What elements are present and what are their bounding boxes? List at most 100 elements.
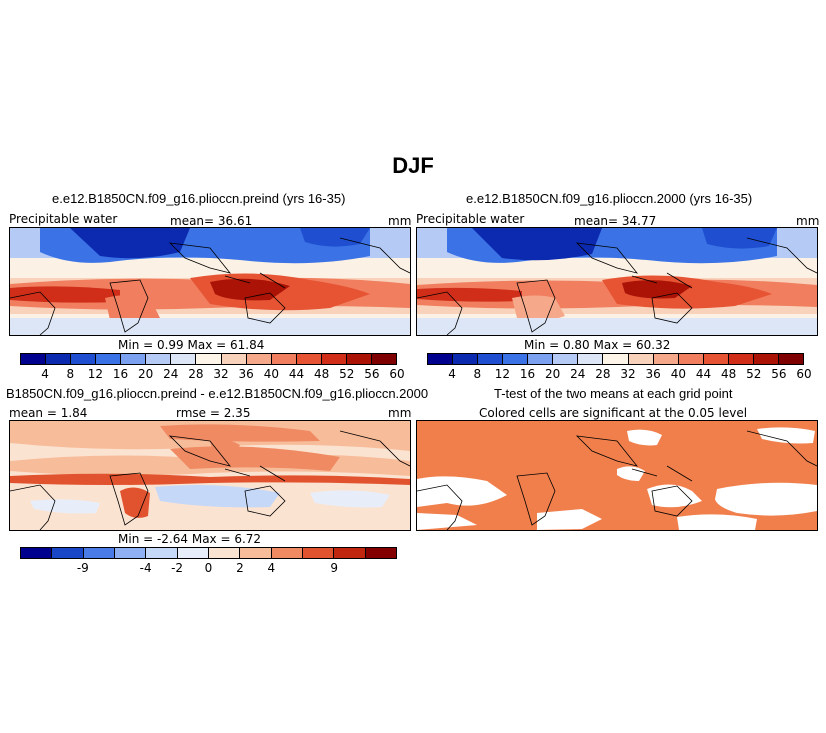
- figure-title: DJF: [392, 153, 434, 178]
- diff-colorbar-swatch: [271, 548, 303, 558]
- diff-colorbar-swatch: [177, 548, 209, 558]
- diff-colorbar-swatch: [114, 548, 147, 558]
- preind-colorbar-tick-label: 12: [87, 367, 104, 381]
- diff-colorbar-tick-label: 9: [330, 561, 338, 575]
- preind-colorbar-swatch: [146, 354, 172, 364]
- diff-colorbar-tick-label: -9: [76, 561, 89, 575]
- preind-colorbar-swatch: [171, 354, 197, 364]
- pi2000-units-label: mm: [796, 214, 820, 228]
- preind-map-field: [10, 228, 410, 335]
- pi2000-colorbar: 4 8 12 16 20 24 28 32 36 40 44 48 52 56 60: [427, 353, 812, 381]
- preind-colorbar: 4 8 12 16 20 24 28 32 36 40 44 48 52 56 60: [20, 353, 405, 381]
- preind-variable-label: Precipitable water: [9, 212, 118, 226]
- pi2000-colorbar-tick-label: 40: [670, 367, 686, 381]
- diff-colorbar-swatch: [334, 548, 366, 558]
- preind-colorbar-swatch: [321, 354, 347, 364]
- pi2000-colorbar-swatch: [678, 354, 704, 364]
- pi2000-colorbar-swatch: [428, 354, 454, 364]
- preind-colorbar-swatch: [71, 354, 97, 364]
- pi2000-colorbar-swatch: [778, 354, 803, 364]
- pi2000-map-field: [417, 228, 817, 335]
- preind-mean-label: mean= 36.61: [170, 214, 253, 228]
- diff-minmax: Min = -2.64 Max = 6.72: [118, 532, 262, 546]
- diff-colorbar-swatch: [365, 548, 396, 558]
- preind-colorbar-swatch: [21, 354, 47, 364]
- pi2000-colorbar-tick-label: 16: [519, 367, 536, 381]
- diff-colorbar-tick-label: -4: [139, 561, 152, 575]
- diff-colorbar-swatch: [208, 548, 241, 558]
- preind-colorbar-swatch: [196, 354, 222, 364]
- diff-colorbar-tick-label: -2: [171, 561, 184, 575]
- pi2000-colorbar-tick-label: 28: [595, 367, 611, 381]
- preind-colorbar-swatch: [271, 354, 297, 364]
- preind-colorbar-swatch: [296, 354, 322, 364]
- preind-colorbar-tick-label: 16: [112, 367, 129, 381]
- pi2000-colorbar-swatch: [578, 354, 604, 364]
- preind-colorbar-tick-label: 60: [389, 367, 405, 381]
- diff-rmse-label: rmse = 2.35: [176, 406, 251, 420]
- pi2000-colorbar-tick-label: 60: [796, 367, 812, 381]
- preind-panel-title: e.e12.B1850CN.f09_g16.plioccn.preind (yr…: [52, 191, 346, 206]
- diff-units-label: mm: [388, 406, 412, 420]
- diff-colorbar-swatch: [240, 548, 272, 558]
- pi2000-map: [416, 227, 818, 336]
- pi2000-colorbar-swatch: [753, 354, 779, 364]
- ttest-subtitle: Colored cells are significant at the 0.0…: [479, 406, 748, 420]
- preind-colorbar-swatch: [96, 354, 122, 364]
- preind-colorbar-tick-label: 48: [313, 367, 330, 381]
- pi2000-variable-label: Precipitable water: [416, 212, 525, 226]
- pi2000-colorbar-tick-label: 32: [620, 367, 636, 381]
- pi2000-colorbar-swatch: [503, 354, 529, 364]
- pi2000-colorbar-swatch: [728, 354, 754, 364]
- diff-colorbar: -9 -4 -2 0 2 4 9: [20, 547, 397, 575]
- preind-colorbar-swatch: [221, 354, 247, 364]
- pi2000-colorbar-swatch: [478, 354, 504, 364]
- pi2000-mean-label: mean= 34.77: [574, 214, 657, 228]
- pi2000-colorbar-tick-label: 44: [695, 367, 712, 381]
- preind-minmax: Min = 0.99 Max = 61.84: [118, 338, 265, 352]
- pi2000-colorbar-swatch: [653, 354, 679, 364]
- pi2000-colorbar-tick-label: 36: [645, 367, 661, 381]
- ttest-map: [416, 420, 818, 531]
- preind-colorbar-tick-label: 20: [138, 367, 154, 381]
- diff-colorbar-swatch: [52, 548, 84, 558]
- pi2000-minmax: Min = 0.80 Max = 60.32: [524, 338, 671, 352]
- preind-colorbar-tick-label: 8: [66, 367, 75, 381]
- preind-colorbar-tick-label: 44: [288, 367, 305, 381]
- preind-colorbar-swatch: [371, 354, 396, 364]
- diff-colorbar-swatch: [302, 548, 335, 558]
- pi2000-colorbar-tick-label: 8: [473, 367, 482, 381]
- pi2000-colorbar-tick-label: 20: [545, 367, 561, 381]
- pi2000-colorbar-swatch: [628, 354, 654, 364]
- diff-colorbar-swatch: [83, 548, 115, 558]
- preind-colorbar-swatch: [346, 354, 372, 364]
- preind-colorbar-tick-label: 4: [41, 367, 49, 381]
- diff-map: [9, 420, 411, 531]
- preind-colorbar-tick-label: 24: [163, 367, 179, 381]
- diff-colorbar-tick-label: 2: [236, 561, 244, 575]
- preind-colorbar-tick-label: 52: [339, 367, 355, 381]
- preind-colorbar-tick-label: 36: [238, 367, 254, 381]
- diff-map-field: [10, 421, 410, 530]
- preind-colorbar-swatch: [246, 354, 272, 364]
- pi2000-colorbar-swatch: [528, 354, 554, 364]
- pi2000-colorbar-tick-label: 4: [448, 367, 456, 381]
- pi2000-colorbar-swatch: [453, 354, 479, 364]
- pi2000-colorbar-tick-label: 52: [746, 367, 762, 381]
- pi2000-panel-title: e.e12.B1850CN.f09_g16.plioccn.2000 (yrs …: [466, 191, 753, 206]
- preind-colorbar-tick-label: 40: [263, 367, 279, 381]
- diff-colorbar-swatch: [146, 548, 178, 558]
- diff-panel-title: B1850CN.f09_g16.plioccn.preind - e.e12.B…: [6, 386, 429, 401]
- diff-colorbar-tick-label: 4: [267, 561, 276, 575]
- pi2000-colorbar-swatch: [603, 354, 629, 364]
- preind-colorbar-tick-label: 56: [364, 367, 380, 381]
- ttest-map-field: [417, 421, 817, 530]
- pi2000-colorbar-swatch: [703, 354, 729, 364]
- pi2000-colorbar-tick-label: 24: [570, 367, 586, 381]
- diff-colorbar-tick-label: 0: [204, 561, 213, 575]
- pi2000-colorbar-tick-label: 56: [771, 367, 787, 381]
- preind-colorbar-tick-label: 28: [188, 367, 204, 381]
- pi2000-colorbar-swatch: [553, 354, 579, 364]
- preind-map: [9, 227, 411, 336]
- pi2000-colorbar-tick-label: 48: [720, 367, 737, 381]
